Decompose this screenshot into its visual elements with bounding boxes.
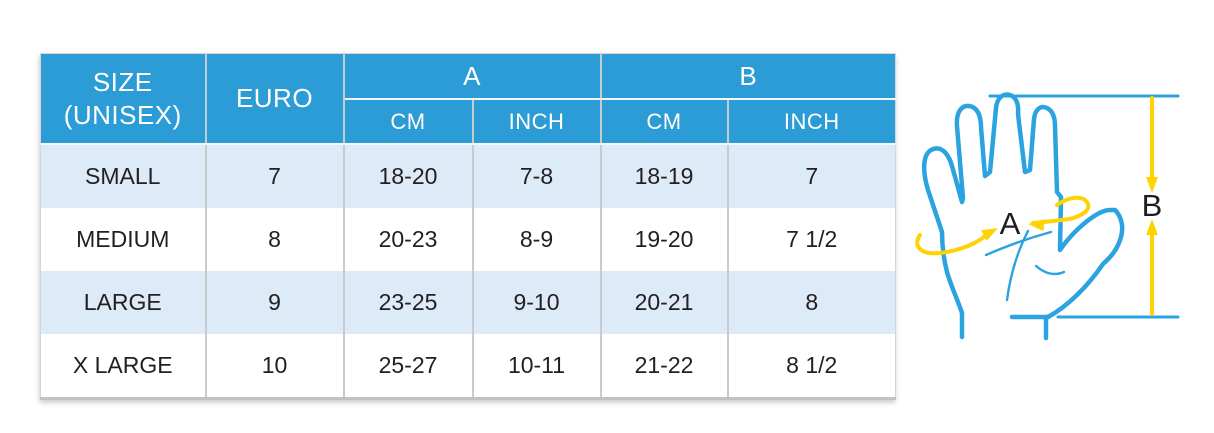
header-group-a: A [343,53,602,100]
cell-a-inch: 8-9 [472,208,602,271]
cell-size: X LARGE [40,334,207,399]
header-b-cm: CM [600,98,729,145]
table-header-unit-row: CM INCH CM INCH [41,98,896,145]
cell-b-inch: 7 [727,144,896,208]
arrowhead-b-up [1146,219,1158,235]
cell-euro: 8 [205,208,345,271]
header-euro: EURO [205,53,345,145]
cell-b-inch: 8 1/2 [727,334,896,399]
cell-euro: 10 [205,334,345,399]
header-size: SIZE (UNISEX) [40,53,207,145]
cell-euro: 9 [205,271,345,334]
arrowhead-a-left [981,228,998,241]
hand-outline-icon [921,92,1125,340]
header-b-inch: INCH [727,98,896,145]
cell-b-inch: 7 1/2 [727,208,896,271]
header-a-cm: CM [343,98,474,145]
cell-b-cm: 19-20 [600,208,729,271]
cell-size: LARGE [40,271,207,334]
cell-b-cm: 18-19 [600,144,729,208]
measurement-a-arrow [915,195,1091,256]
header-size-line2: (UNISEX) [63,99,182,130]
header-a-inch: INCH [472,98,602,145]
cell-a-inch: 9-10 [472,271,602,334]
cell-b-cm: 20-21 [600,271,729,334]
cell-euro: 7 [205,144,345,208]
size-table: SIZE (UNISEX) EURO A B CM INCH CM INCH S… [40,53,896,400]
cell-b-cm: 21-22 [600,334,729,399]
cell-a-inch: 7-8 [472,144,602,208]
label-a: A [1000,206,1021,241]
arrowhead-a-right [1028,219,1045,232]
table-row-xlarge: X LARGE 10 25-27 10-11 21-22 8 1/2 [40,334,896,399]
cell-a-inch: 10-11 [472,334,602,399]
table-row-medium: MEDIUM 8 20-23 8-9 19-20 7 1/2 [40,208,896,271]
cell-a-cm: 23-25 [343,271,474,334]
cell-b-inch: 8 [727,271,896,334]
hand-measurement-diagram: A B [915,92,1180,341]
header-size-line1: SIZE [92,67,153,97]
cell-size: MEDIUM [40,208,207,271]
label-b: B [1142,188,1163,223]
table-header-group-row: SIZE (UNISEX) EURO A B [40,53,896,145]
header-group-b: B [600,53,896,100]
table-row-large: LARGE 9 23-25 9-10 20-21 8 [40,271,896,334]
cell-a-cm: 20-23 [343,208,474,271]
cell-a-cm: 25-27 [343,334,474,399]
palm-crease-lines [984,229,1066,302]
table-row-small: SMALL 7 18-20 7-8 18-19 7 [40,144,896,208]
cell-size: SMALL [40,144,207,208]
cell-a-cm: 18-20 [343,144,474,208]
arrowhead-b-down [1146,177,1158,193]
